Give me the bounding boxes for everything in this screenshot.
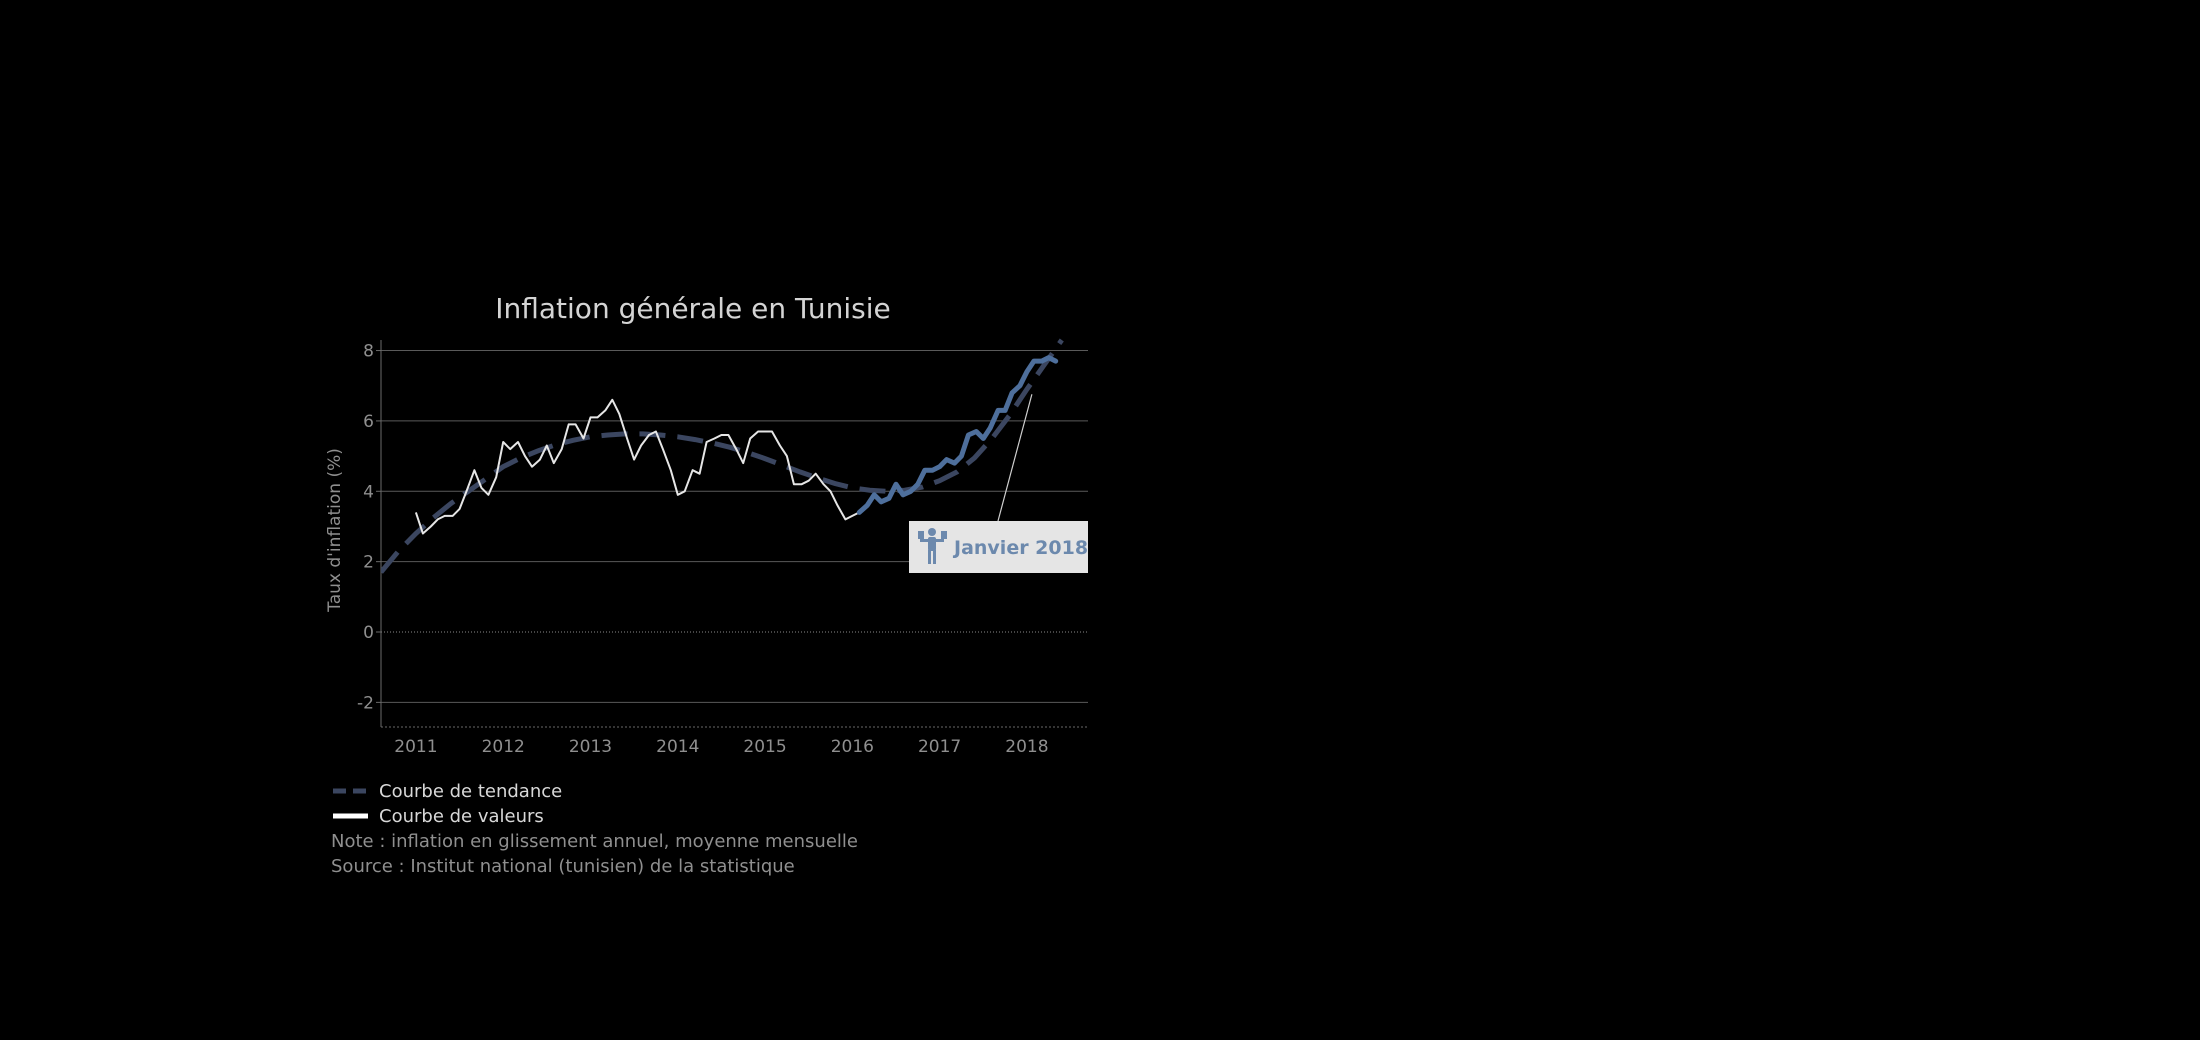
y-tick-label: -2 xyxy=(357,693,374,713)
icon-arm-right xyxy=(935,539,944,542)
y-tick-label: 2 xyxy=(363,553,374,573)
icon-doc-left xyxy=(918,531,924,539)
chart-source: Source : Institut national (tunisien) de… xyxy=(331,856,795,877)
series-line-trend xyxy=(381,338,1064,574)
legend: Courbe de tendance Courbe de valeurs xyxy=(333,781,562,827)
y-tick-label: 8 xyxy=(363,342,374,362)
icon-arm-left xyxy=(920,539,929,542)
legend-label-values: Courbe de valeurs xyxy=(379,806,544,827)
annotation: Janvier 2018 xyxy=(909,394,1088,573)
icon-leg-left xyxy=(928,550,931,564)
y-tick-label: 4 xyxy=(363,482,374,502)
annotation-label: Janvier 2018 xyxy=(952,537,1088,559)
icon-head xyxy=(928,528,936,536)
axes xyxy=(376,340,1088,728)
y-tick-label: 6 xyxy=(363,412,374,432)
legend-label-trend: Courbe de tendance xyxy=(379,781,562,802)
person-carrying-documents-icon xyxy=(918,528,947,564)
annotation-leader-line xyxy=(997,394,1033,522)
chart-note: Note : inflation en glissement annuel, m… xyxy=(331,831,858,852)
x-tick-label: 2018 xyxy=(1005,737,1048,757)
icon-leg-right xyxy=(933,550,936,564)
x-tick-label: 2017 xyxy=(918,737,961,757)
y-axis-label: Taux d'inflation (%) xyxy=(325,448,345,613)
series-line-values xyxy=(414,398,860,535)
annotation-box xyxy=(909,521,1088,573)
x-tick-label: 2015 xyxy=(743,737,786,757)
icon-doc-right xyxy=(941,531,947,539)
x-tick-label: 2013 xyxy=(569,737,612,757)
y-tick-label: 0 xyxy=(363,623,374,643)
y-tick-labels: 8 6 4 2 0 -2 xyxy=(357,342,374,714)
x-tick-label: 2012 xyxy=(482,737,525,757)
chart-title: Inflation générale en Tunisie xyxy=(495,292,890,325)
series-layer xyxy=(381,338,1064,574)
x-tick-label: 2016 xyxy=(831,737,874,757)
x-tick-label: 2011 xyxy=(394,737,437,757)
x-tick-labels: 2011 2012 2013 2014 2015 2016 2017 2018 xyxy=(394,737,1048,757)
icon-body xyxy=(928,537,936,551)
series-line-values-highlight xyxy=(856,355,1059,515)
x-tick-label: 2014 xyxy=(656,737,699,757)
